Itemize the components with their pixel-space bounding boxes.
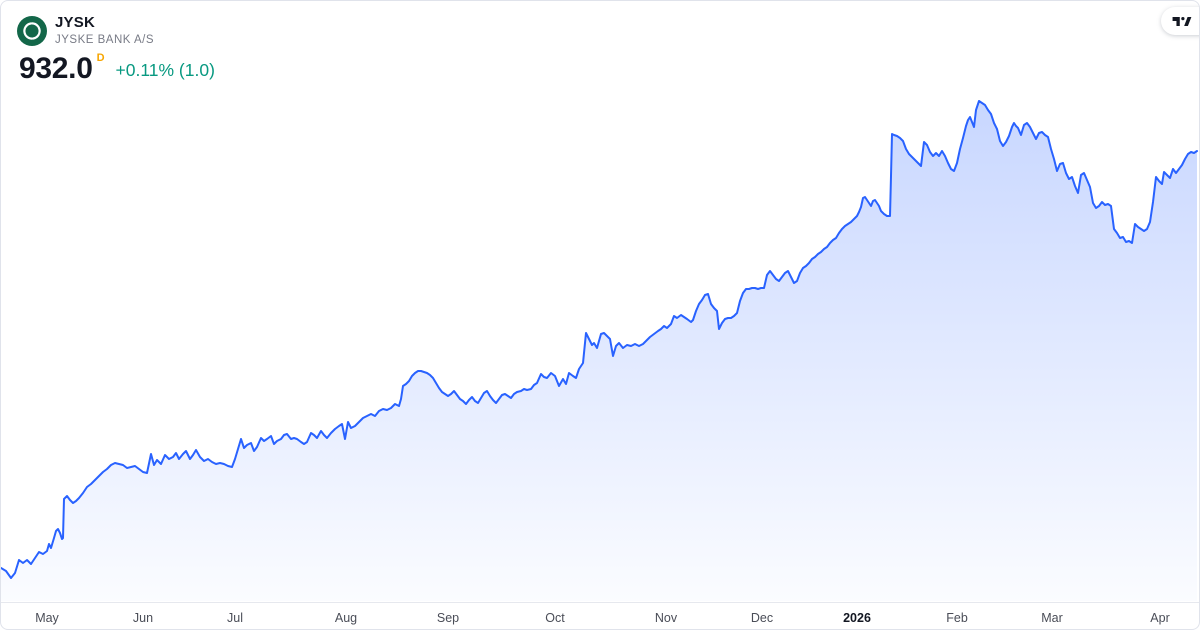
axis-label-jun: Jun xyxy=(132,611,154,625)
price-change: +0.11% (1.0) xyxy=(115,60,215,80)
axis-label-aug: Aug xyxy=(334,611,358,625)
last-price: 932.0 xyxy=(19,52,93,85)
company-name: JYSKE BANK A/S xyxy=(55,34,155,46)
axis-label-mar: Mar xyxy=(1041,611,1063,625)
axis-label-nov: Nov xyxy=(654,611,678,625)
interval-badge: D xyxy=(96,52,105,64)
area-fill xyxy=(1,101,1197,601)
axis-label-2026: 2026 xyxy=(843,611,871,625)
price-line xyxy=(1,100,1198,579)
tradingview-logo-button[interactable] xyxy=(1161,7,1199,35)
axis-label-feb: Feb xyxy=(946,611,968,625)
axis-label-may: May xyxy=(35,611,59,625)
time-axis: May Jun Jul Aug Sep Oct Nov Dec 2026 Feb Mar Apr xyxy=(1,602,1199,629)
symbol-header: JYSK JYSKE BANK A/S 932.0 D +0.11% (1.0) xyxy=(17,14,215,84)
axis-label-apr: Apr xyxy=(1150,611,1170,625)
tradingview-icon xyxy=(1172,16,1192,26)
axis-label-oct: Oct xyxy=(545,611,565,625)
symbol-ticker: JYSK xyxy=(55,14,95,31)
jyske-bank-logo-icon xyxy=(17,15,47,46)
axis-label-jul: Jul xyxy=(227,611,243,625)
axis-label-dec: Dec xyxy=(750,611,774,625)
axis-label-sep: Sep xyxy=(436,611,460,625)
